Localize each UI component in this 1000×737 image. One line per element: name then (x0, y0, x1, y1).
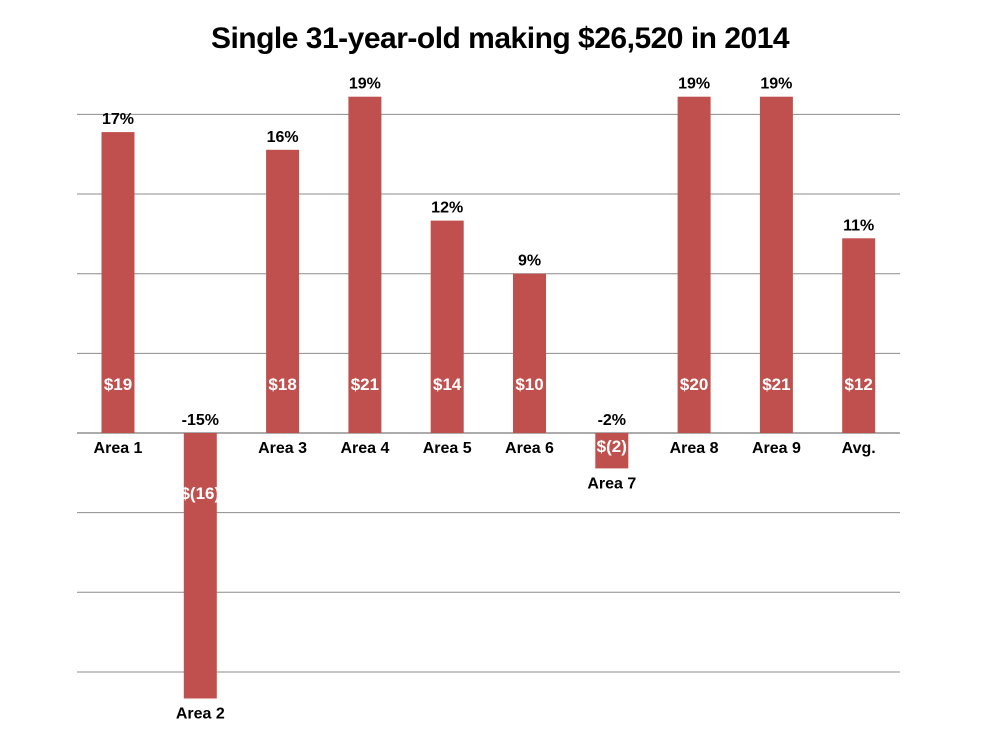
category-label: Area 8 (670, 440, 719, 457)
bar-area-4 (348, 96, 382, 433)
bar-area-2 (183, 433, 217, 699)
dollar-label: $19 (104, 375, 132, 394)
bar-area-6 (513, 273, 546, 433)
dollar-label: $12 (845, 375, 873, 394)
bar-layer (101, 96, 876, 699)
label-layer: 17% $19 Area 1 -15% $(16) Area 2 16% $18 Area 3 1… (94, 76, 876, 723)
value-label: -15% (182, 412, 219, 429)
category-label: Area 6 (505, 440, 554, 457)
dollar-label: $10 (515, 375, 543, 394)
category-label: Area 2 (176, 706, 225, 723)
bar-area-1 (101, 132, 135, 433)
value-label: 9% (518, 253, 541, 270)
value-label: 11% (843, 217, 874, 234)
category-label: Area 4 (340, 440, 389, 457)
bar-area-7 (595, 433, 629, 469)
dollar-label: $(2) (597, 437, 627, 456)
value-label: 12% (431, 200, 463, 217)
category-label: Area 5 (423, 440, 472, 457)
dollar-label: $14 (433, 375, 462, 394)
category-label: Area 7 (587, 475, 636, 492)
chart-title: Single 31-year-old making $26,520 in 201… (210, 22, 790, 55)
category-label: Area 3 (258, 440, 307, 457)
category-label: Avg. (842, 440, 876, 457)
category-label: Area 9 (752, 440, 801, 457)
value-label: 16% (267, 129, 299, 146)
value-label: 17% (102, 111, 134, 128)
dollar-label: $18 (268, 375, 296, 394)
dollar-label: $(16) (180, 484, 220, 503)
dollar-label: $21 (351, 375, 379, 394)
bar-area-5 (430, 220, 464, 433)
bar-area-9 (759, 96, 793, 433)
value-label: 19% (760, 76, 792, 93)
bar-avg (842, 238, 876, 433)
dollar-label: $21 (762, 375, 790, 394)
dollar-label: $20 (680, 375, 708, 394)
category-label: Area 1 (94, 440, 143, 457)
value-label: 19% (678, 76, 710, 93)
bar-area-8 (677, 96, 711, 433)
bar-area-3 (266, 149, 300, 434)
value-label: 19% (349, 76, 381, 93)
value-label: -2% (598, 412, 626, 429)
